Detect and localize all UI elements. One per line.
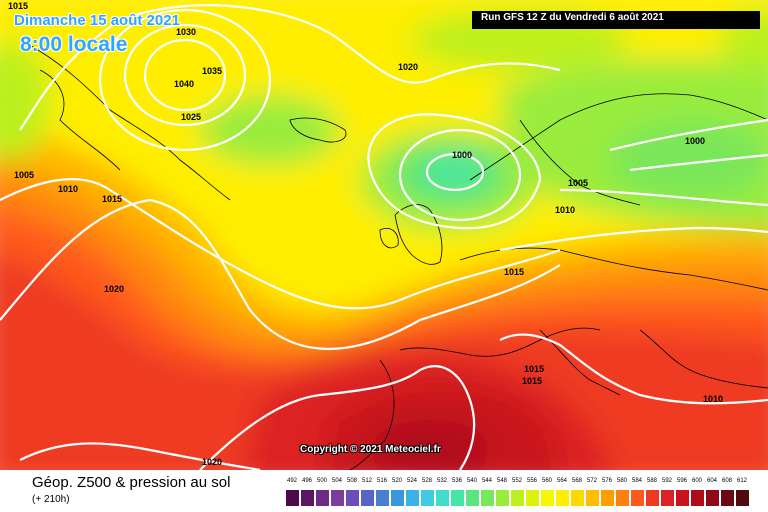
- isobar-label: 1015: [504, 267, 524, 277]
- legend-label: 516: [376, 478, 387, 484]
- color-legend: 492 496 500 504 508 512 516 520 524 528 532 536 540 5…: [286, 478, 756, 508]
- legend-label: 504: [331, 478, 342, 484]
- legend-label: 500: [316, 478, 327, 484]
- forecast-time: 8:00 locale: [20, 33, 128, 56]
- isobar-label: 1010: [555, 205, 575, 215]
- legend-label: 552: [511, 478, 522, 484]
- legend-swatch: [286, 490, 299, 506]
- legend-swatch: [706, 490, 719, 506]
- legend-swatch: [676, 490, 689, 506]
- isobar-label: 1025: [181, 112, 201, 122]
- isobar-labels: 1015 1030 1035 1040 1025 1020 1000 1005 …: [8, 1, 723, 467]
- legend-swatch: [376, 490, 389, 506]
- run-info: Run GFS 12 Z du Vendredi 6 août 2021: [481, 12, 664, 23]
- legend-label: 512: [361, 478, 372, 484]
- legend-label: 496: [301, 478, 312, 484]
- isobar-label: 1000: [685, 136, 705, 146]
- legend-swatch: [616, 490, 629, 506]
- isobar-label: 1030: [176, 27, 196, 37]
- run-info-box: [472, 11, 760, 29]
- legend-label: 540: [466, 478, 477, 484]
- forecast-date: Dimanche 15 août 2021: [14, 12, 180, 29]
- legend-label: 596: [676, 478, 687, 484]
- legend-label: 508: [346, 478, 357, 484]
- isobar-label: 1040: [174, 79, 194, 89]
- legend-label: 532: [436, 478, 447, 484]
- isobar-label: 1015: [524, 364, 544, 374]
- isobar-label: 1015: [8, 1, 28, 11]
- legend-swatch: [406, 490, 419, 506]
- legend-label: 520: [391, 478, 402, 484]
- legend-label: 560: [541, 478, 552, 484]
- legend-swatch: [346, 490, 359, 506]
- legend-swatch: [631, 490, 644, 506]
- legend-label: 608: [721, 478, 732, 484]
- legend-swatch: [661, 490, 674, 506]
- isobar-label: 1020: [398, 62, 418, 72]
- legend-label: 600: [691, 478, 702, 484]
- legend-label: 592: [661, 478, 672, 484]
- legend-swatch: [466, 490, 479, 506]
- legend-label: 604: [706, 478, 717, 484]
- legend-swatch: [511, 490, 524, 506]
- legend-swatch: [526, 490, 539, 506]
- legend-swatch: [721, 490, 734, 506]
- legend-swatch: [691, 490, 704, 506]
- geopotential-color-field: [0, 0, 768, 470]
- legend-label: 572: [586, 478, 597, 484]
- legend-label: 544: [481, 478, 492, 484]
- legend-label: 576: [601, 478, 612, 484]
- legend-swatch: [586, 490, 599, 506]
- legend-swatch: [316, 490, 329, 506]
- legend-label: 536: [451, 478, 462, 484]
- legend-swatch: [421, 490, 434, 506]
- weather-map: 1015 1030 1035 1040 1025 1020 1000 1005 …: [0, 0, 768, 470]
- legend-swatch: [391, 490, 404, 506]
- isobar-label: 1020: [104, 284, 124, 294]
- isobars: [0, 4, 768, 470]
- legend-swatch: [481, 490, 494, 506]
- legend-label: 524: [406, 478, 417, 484]
- legend-swatch: [496, 490, 509, 506]
- legend-label: 580: [616, 478, 627, 484]
- legend-swatch: [301, 490, 314, 506]
- isobar-label: 1000: [452, 150, 472, 160]
- legend-label: 564: [556, 478, 567, 484]
- legend-swatch: [361, 490, 374, 506]
- legend-label: 588: [646, 478, 657, 484]
- isobar-label: 1010: [58, 184, 78, 194]
- legend-swatch: [736, 490, 749, 506]
- isobar-label: 1010: [703, 394, 723, 404]
- legend-label: 556: [526, 478, 537, 484]
- legend-swatch: [331, 490, 344, 506]
- legend-swatch: [451, 490, 464, 506]
- legend-swatch: [436, 490, 449, 506]
- legend-label: 528: [421, 478, 432, 484]
- isobar-label: 1005: [14, 170, 34, 180]
- legend-label: 548: [496, 478, 507, 484]
- isobar-label: 1005: [568, 178, 588, 188]
- legend-label: 568: [571, 478, 582, 484]
- legend-label: 584: [631, 478, 642, 484]
- copyright-notice: Copyright © 2021 Meteociel.fr: [300, 444, 441, 455]
- isobar-label: 1035: [202, 66, 222, 76]
- legend-swatch: [541, 490, 554, 506]
- legend-label: 492: [286, 478, 297, 484]
- isobar-label: 1020: [202, 457, 222, 467]
- legend-swatch: [601, 490, 614, 506]
- legend-swatch: [646, 490, 659, 506]
- isobar-label: 1015: [102, 194, 122, 204]
- legend-swatch: [556, 490, 569, 506]
- legend-label: 612: [736, 478, 747, 484]
- forecast-hour: (+ 210h): [32, 494, 70, 505]
- isobar-label: 1015: [522, 376, 542, 386]
- product-title: Géop. Z500 & pression au sol: [32, 474, 231, 491]
- legend-swatch: [571, 490, 584, 506]
